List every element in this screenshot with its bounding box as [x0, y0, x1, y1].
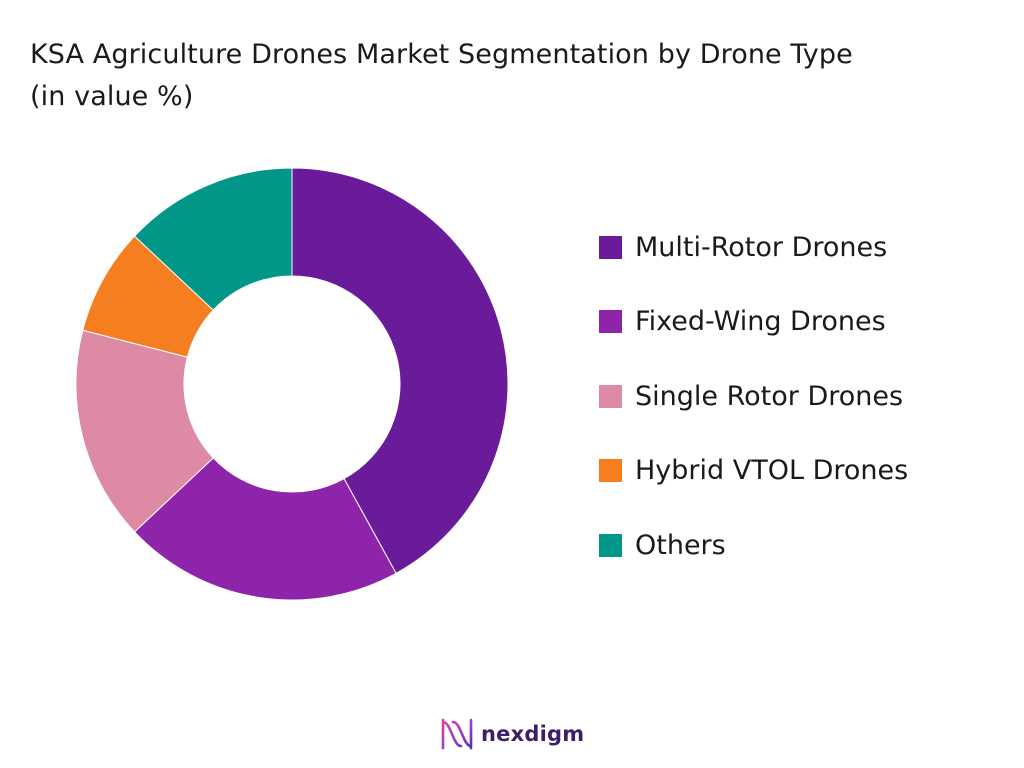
chart-title: KSA Agriculture Drones Market Segmentati…: [30, 39, 853, 112]
legend-swatch: [599, 384, 622, 408]
legend-swatch: [599, 235, 622, 259]
donut-slices: [75, 167, 509, 601]
legend-item: Others: [599, 508, 908, 583]
legend-label: Others: [635, 529, 726, 561]
legend-swatch: [599, 459, 622, 483]
brand-logo: nexdigm: [439, 714, 584, 754]
legend-item: Hybrid VTOL Drones: [599, 434, 908, 509]
brand-name: nexdigm: [481, 722, 585, 746]
chart-legend: Multi-Rotor Drones Fixed-Wing Drones Singl…: [599, 210, 908, 583]
nexdigm-wave-icon: [441, 718, 473, 750]
donut-slice-others: [133, 167, 293, 311]
legend-item: Fixed-Wing Drones: [599, 285, 908, 360]
legend-swatch: [599, 310, 622, 334]
legend-label: Hybrid VTOL Drones: [635, 455, 909, 487]
legend-label: Multi-Rotor Drones: [635, 231, 888, 263]
donut-slice-fixed-wing-drones: [133, 457, 397, 601]
legend-label: Fixed-Wing Drones: [635, 306, 886, 338]
donut-slice-multi-rotor-drones: [291, 167, 509, 574]
legend-swatch: [599, 533, 622, 557]
donut-slice-single-rotor-drones: [75, 329, 214, 533]
legend-item: Single Rotor Drones: [599, 359, 908, 434]
legend-item: Multi-Rotor Drones: [599, 210, 908, 285]
legend-label: Single Rotor Drones: [635, 380, 904, 412]
